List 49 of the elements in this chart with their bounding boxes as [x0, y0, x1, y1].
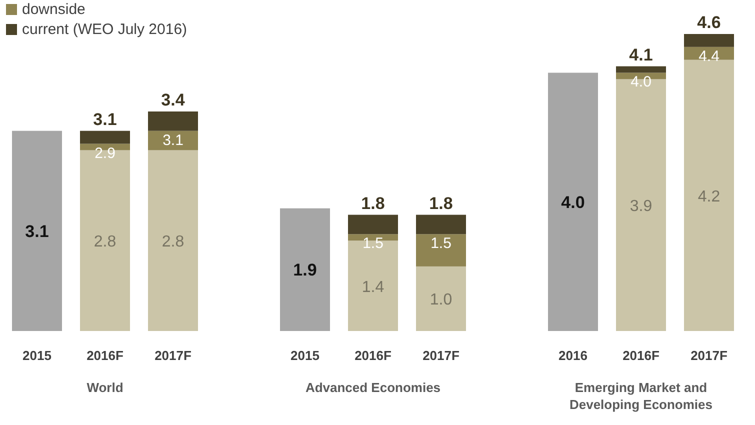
x-axis-title: Emerging Market and Developing Economies: [569, 380, 713, 412]
total-label: 1.8: [361, 194, 385, 213]
annotation: 4.0: [630, 74, 652, 91]
x-tick-label: 2017F: [690, 348, 728, 363]
annotation: 3.1: [162, 132, 184, 149]
bar: [416, 214, 466, 234]
x-tick-label: 2015: [22, 348, 52, 363]
x-axis-title: World: [86, 380, 124, 395]
annotation: 4.4: [698, 48, 720, 65]
bar: [12, 130, 62, 331]
bar: [348, 214, 398, 234]
data-label: 2.8: [94, 234, 116, 251]
bar: [684, 60, 734, 331]
x-tick-label: 2016F: [354, 348, 392, 363]
data-label: 1.9: [293, 260, 317, 280]
data-label: 4.0: [561, 192, 585, 212]
data-label: 3.1: [25, 222, 49, 241]
x-tick-label: 2015: [290, 348, 320, 363]
bar: [148, 150, 198, 331]
bar: [148, 130, 198, 150]
bar: [416, 266, 466, 331]
data-label: 4.2: [698, 188, 720, 206]
total-label: 3.4: [161, 90, 186, 110]
bar: [148, 111, 198, 131]
data-label: 2.8: [162, 234, 184, 251]
bar: [80, 130, 130, 144]
bar: [684, 34, 734, 47]
data-label: 1.0: [430, 292, 452, 309]
x-tick-label: 2017F: [422, 348, 460, 363]
bar: [280, 208, 330, 331]
data-label: 3.9: [630, 198, 652, 216]
x-axis-title: Advanced Economies: [305, 380, 441, 395]
annotation: 1.5: [362, 235, 384, 252]
annotation: 2.9: [94, 144, 116, 162]
legend-label: downside: [22, 1, 86, 18]
total-label: 4.6: [697, 13, 721, 32]
x-tick-label: 2017F: [154, 348, 192, 363]
bar: [548, 72, 598, 331]
total-label: 4.1: [629, 45, 653, 64]
data-label: 1.4: [362, 278, 384, 296]
bar: [616, 66, 666, 73]
total-label: 1.8: [429, 194, 453, 213]
bar: [416, 234, 466, 266]
x-tick-label: 2016: [558, 348, 588, 363]
total-label: 3.1: [93, 110, 117, 129]
annotation: 1.5: [430, 235, 452, 252]
x-tick-label: 2016F: [622, 348, 660, 363]
legend-label: current (WEO July 2016): [22, 21, 188, 38]
x-tick-label: 2016F: [86, 348, 124, 363]
